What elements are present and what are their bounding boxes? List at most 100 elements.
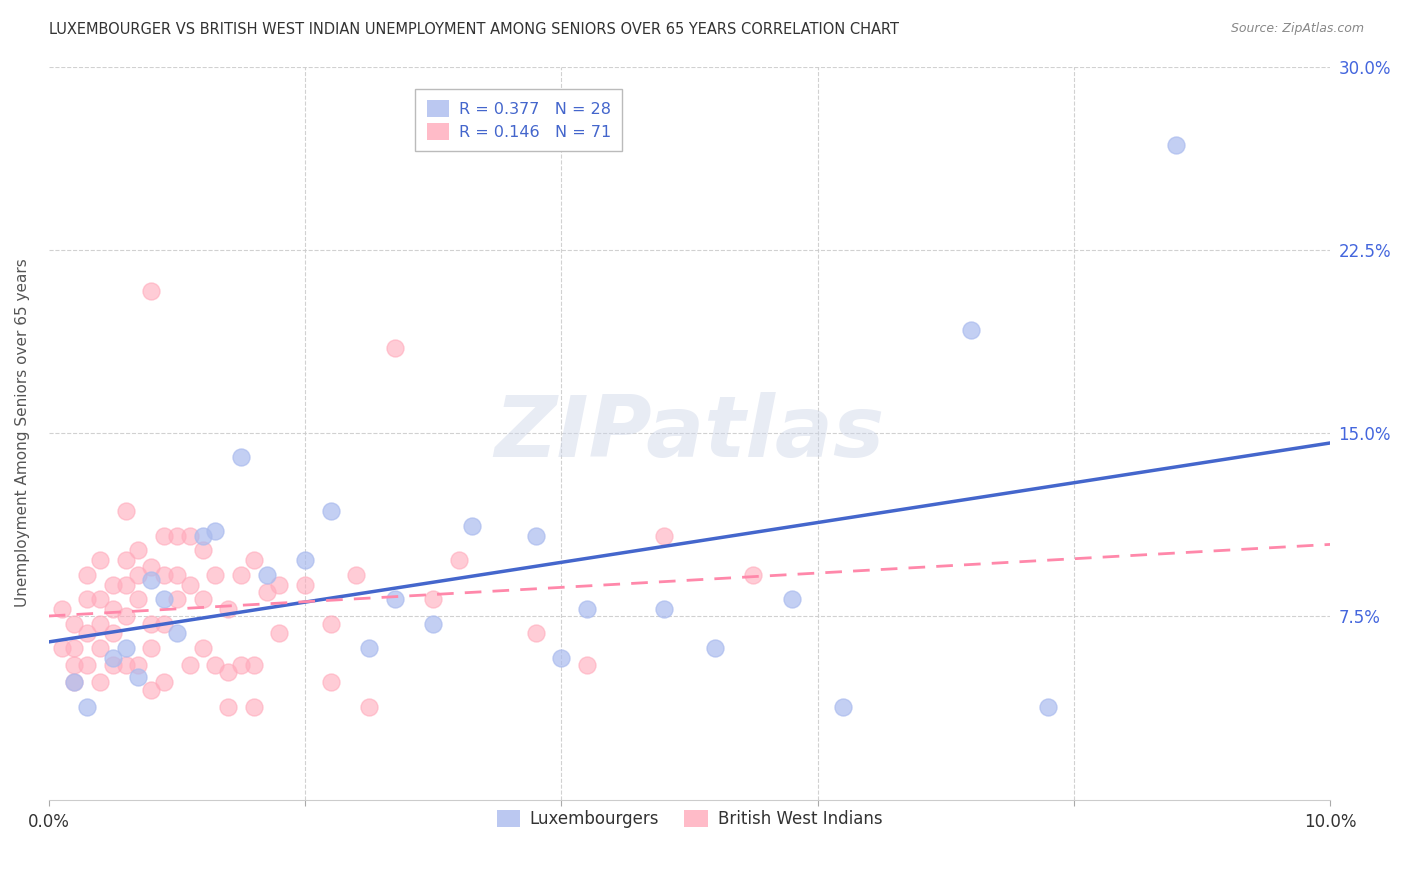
Point bbox=[63, 675, 86, 690]
Point bbox=[256, 567, 278, 582]
Point bbox=[63, 658, 86, 673]
Point bbox=[191, 543, 214, 558]
Point bbox=[229, 450, 252, 465]
Point bbox=[76, 592, 98, 607]
Point bbox=[89, 641, 111, 656]
Point bbox=[217, 602, 239, 616]
Point bbox=[575, 658, 598, 673]
Point bbox=[127, 670, 149, 684]
Point bbox=[384, 592, 406, 607]
Point bbox=[179, 529, 201, 543]
Point bbox=[101, 626, 124, 640]
Point bbox=[127, 567, 149, 582]
Point bbox=[204, 567, 226, 582]
Point bbox=[652, 602, 675, 616]
Text: ZIPatlas: ZIPatlas bbox=[495, 392, 884, 475]
Legend: Luxembourgers, British West Indians: Luxembourgers, British West Indians bbox=[489, 804, 889, 835]
Point bbox=[704, 641, 727, 656]
Point bbox=[166, 592, 188, 607]
Point bbox=[242, 658, 264, 673]
Point bbox=[141, 560, 163, 574]
Point bbox=[832, 699, 855, 714]
Point bbox=[575, 602, 598, 616]
Point bbox=[153, 616, 176, 631]
Point bbox=[89, 616, 111, 631]
Point bbox=[114, 641, 136, 656]
Point bbox=[191, 641, 214, 656]
Point bbox=[141, 641, 163, 656]
Point bbox=[1166, 137, 1188, 152]
Point bbox=[191, 529, 214, 543]
Point bbox=[524, 529, 547, 543]
Point bbox=[742, 567, 765, 582]
Point bbox=[344, 567, 367, 582]
Point bbox=[229, 658, 252, 673]
Text: Source: ZipAtlas.com: Source: ZipAtlas.com bbox=[1230, 22, 1364, 36]
Point bbox=[179, 577, 201, 591]
Point bbox=[63, 616, 86, 631]
Y-axis label: Unemployment Among Seniors over 65 years: Unemployment Among Seniors over 65 years bbox=[15, 259, 30, 607]
Point bbox=[114, 577, 136, 591]
Point bbox=[114, 658, 136, 673]
Point bbox=[153, 529, 176, 543]
Point bbox=[51, 602, 73, 616]
Point bbox=[357, 699, 380, 714]
Point bbox=[76, 699, 98, 714]
Point bbox=[319, 616, 342, 631]
Point bbox=[242, 553, 264, 567]
Point bbox=[101, 577, 124, 591]
Point bbox=[166, 626, 188, 640]
Point bbox=[294, 577, 316, 591]
Point bbox=[51, 641, 73, 656]
Point bbox=[141, 285, 163, 299]
Point bbox=[127, 592, 149, 607]
Point bbox=[114, 553, 136, 567]
Point bbox=[269, 577, 291, 591]
Point bbox=[357, 641, 380, 656]
Point bbox=[76, 658, 98, 673]
Point bbox=[89, 553, 111, 567]
Point bbox=[89, 592, 111, 607]
Point bbox=[319, 675, 342, 690]
Point bbox=[960, 323, 983, 337]
Point bbox=[229, 567, 252, 582]
Point bbox=[269, 626, 291, 640]
Point bbox=[204, 658, 226, 673]
Point bbox=[422, 592, 444, 607]
Point bbox=[114, 504, 136, 518]
Text: LUXEMBOURGER VS BRITISH WEST INDIAN UNEMPLOYMENT AMONG SENIORS OVER 65 YEARS COR: LUXEMBOURGER VS BRITISH WEST INDIAN UNEM… bbox=[49, 22, 900, 37]
Point bbox=[63, 675, 86, 690]
Point bbox=[153, 592, 176, 607]
Point bbox=[191, 592, 214, 607]
Point bbox=[256, 585, 278, 599]
Point bbox=[63, 641, 86, 656]
Point bbox=[127, 658, 149, 673]
Point bbox=[217, 665, 239, 680]
Point bbox=[141, 573, 163, 587]
Point bbox=[101, 602, 124, 616]
Point bbox=[780, 592, 803, 607]
Point bbox=[76, 626, 98, 640]
Point bbox=[101, 658, 124, 673]
Point bbox=[101, 650, 124, 665]
Point bbox=[1036, 699, 1059, 714]
Point bbox=[179, 658, 201, 673]
Point bbox=[384, 341, 406, 355]
Point bbox=[153, 675, 176, 690]
Point bbox=[217, 699, 239, 714]
Point bbox=[76, 567, 98, 582]
Point bbox=[166, 529, 188, 543]
Point bbox=[550, 650, 572, 665]
Point bbox=[141, 616, 163, 631]
Point bbox=[89, 675, 111, 690]
Point bbox=[127, 543, 149, 558]
Point bbox=[141, 682, 163, 697]
Point bbox=[204, 524, 226, 538]
Point bbox=[114, 609, 136, 624]
Point bbox=[422, 616, 444, 631]
Point bbox=[166, 567, 188, 582]
Point bbox=[460, 519, 482, 533]
Point bbox=[447, 553, 470, 567]
Point bbox=[652, 529, 675, 543]
Point bbox=[524, 626, 547, 640]
